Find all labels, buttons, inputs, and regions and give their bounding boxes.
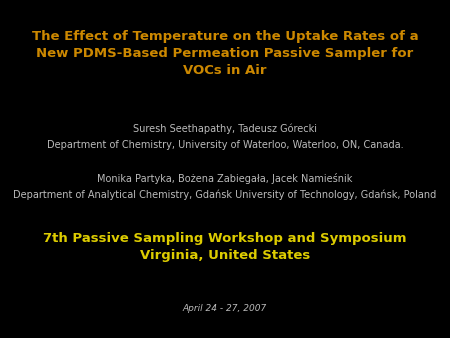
Text: 7th Passive Sampling Workshop and Symposium
Virginia, United States: 7th Passive Sampling Workshop and Sympos… xyxy=(43,232,407,262)
Text: Department of Chemistry, University of Waterloo, Waterloo, ON, Canada.: Department of Chemistry, University of W… xyxy=(47,140,403,150)
Text: Department of Analytical Chemistry, Gdańsk University of Technology, Gdańsk, Pol: Department of Analytical Chemistry, Gdań… xyxy=(14,190,436,200)
Text: April 24 - 27, 2007: April 24 - 27, 2007 xyxy=(183,304,267,313)
Text: Monika Partyka, Bożena Zabiegała, Jacek Namieśnik: Monika Partyka, Bożena Zabiegała, Jacek … xyxy=(97,173,353,184)
Text: Suresh Seethapathy, Tadeusz Górecki: Suresh Seethapathy, Tadeusz Górecki xyxy=(133,123,317,134)
Text: The Effect of Temperature on the Uptake Rates of a
New PDMS-Based Permeation Pas: The Effect of Temperature on the Uptake … xyxy=(32,30,419,77)
